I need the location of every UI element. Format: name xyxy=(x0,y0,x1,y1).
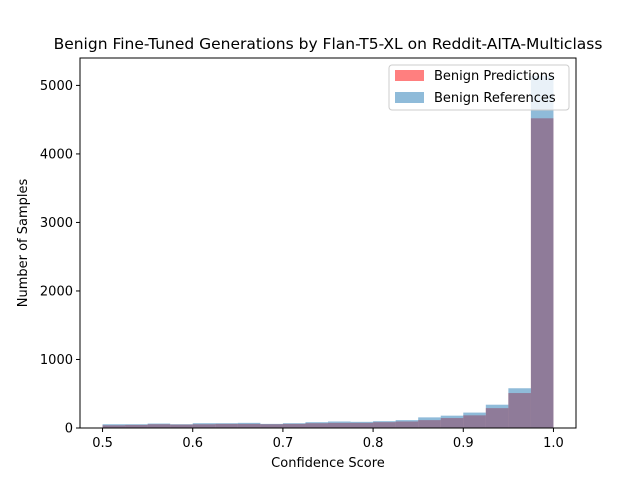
plot-area-frame xyxy=(79,57,577,429)
legend-label-benign-references: Benign References xyxy=(434,91,556,106)
bar-benign-references-12 xyxy=(373,421,396,428)
legend-swatch-benign-references xyxy=(395,92,424,103)
bar-benign-references-11 xyxy=(350,421,374,428)
bar-benign-references-8 xyxy=(282,423,306,428)
bar-benign-references-10 xyxy=(328,421,351,428)
x-tick-label: 0.9 xyxy=(453,436,474,451)
bar-benign-references-15 xyxy=(440,415,464,428)
bar-benign-references-17 xyxy=(485,404,509,428)
y-tick-label: 5000 xyxy=(40,79,73,94)
x-tick-label: 0.6 xyxy=(182,436,203,451)
bar-benign-references-16 xyxy=(463,412,486,428)
bars-layer xyxy=(102,75,554,428)
legend-frame xyxy=(388,64,570,111)
legend-swatch-benign-predictions xyxy=(395,70,424,81)
bar-benign-references-1 xyxy=(125,424,148,428)
legend: Benign Predictions Benign References xyxy=(388,64,570,111)
chart-title: Benign Fine-Tuned Generations by Flan-T5… xyxy=(54,35,603,53)
y-tick-label: 4000 xyxy=(40,147,73,162)
x-tick-label: 0.8 xyxy=(363,436,384,451)
bar-benign-references-9 xyxy=(305,422,328,428)
y-tick-label: 1000 xyxy=(40,353,73,368)
x-axis-label: Confidence Score xyxy=(271,456,385,471)
y-axis-label: Number of Samples xyxy=(16,179,31,308)
legend-label-benign-predictions: Benign Predictions xyxy=(434,69,555,84)
y-tick-label: 0 xyxy=(65,422,73,437)
bar-benign-references-0 xyxy=(102,424,126,428)
bar-benign-references-7 xyxy=(260,423,283,428)
bar-benign-references-6 xyxy=(237,422,261,428)
bar-benign-references-3 xyxy=(170,424,193,428)
bar-benign-references-14 xyxy=(418,417,441,428)
y-axis-ticks: 0 1000 2000 3000 4000 5000 xyxy=(40,79,80,437)
bar-benign-references-18 xyxy=(508,388,531,428)
bar-benign-references-13 xyxy=(395,420,419,428)
bar-benign-references-5 xyxy=(215,423,238,428)
x-axis-ticks: 0.5 0.6 0.7 0.8 0.9 1.0 xyxy=(92,428,564,451)
bar-benign-references-19 xyxy=(530,75,554,428)
x-tick-label: 0.7 xyxy=(273,436,294,451)
bar-benign-references-2 xyxy=(147,423,171,428)
bar-benign-references-4 xyxy=(192,423,216,428)
x-tick-label: 1.0 xyxy=(543,436,564,451)
y-tick-label: 3000 xyxy=(40,216,73,231)
x-tick-label: 0.5 xyxy=(92,436,113,451)
y-tick-label: 2000 xyxy=(40,284,73,299)
